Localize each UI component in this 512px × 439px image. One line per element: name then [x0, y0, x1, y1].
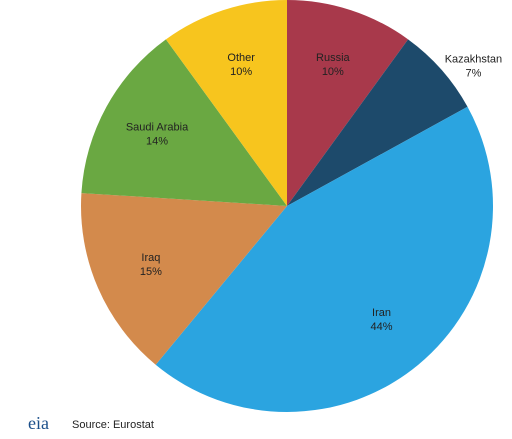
slice-value: 7% [465, 67, 481, 79]
logo: eia [28, 413, 49, 433]
pie-slice [165, 0, 287, 206]
pie-slice [81, 193, 287, 365]
pie-slice [287, 39, 468, 206]
source: Source: Eurostat [72, 419, 154, 431]
slice-value: 14% [146, 135, 168, 147]
slice-label: Iraq [141, 252, 160, 264]
pie-slice [155, 106, 493, 413]
slice-label: Iran [372, 307, 391, 319]
slice-value: 10% [322, 66, 344, 78]
slice-label: Kazakhstan [445, 53, 502, 65]
pie-slice [287, 0, 409, 206]
slice-value: 44% [371, 321, 393, 333]
slice-label: Russia [316, 52, 351, 64]
slice-label: Saudi Arabia [126, 121, 189, 133]
slice-value: 10% [230, 66, 252, 78]
slice-label: Other [227, 52, 255, 64]
pie-slice [81, 39, 287, 206]
slice-value: 15% [140, 266, 162, 278]
